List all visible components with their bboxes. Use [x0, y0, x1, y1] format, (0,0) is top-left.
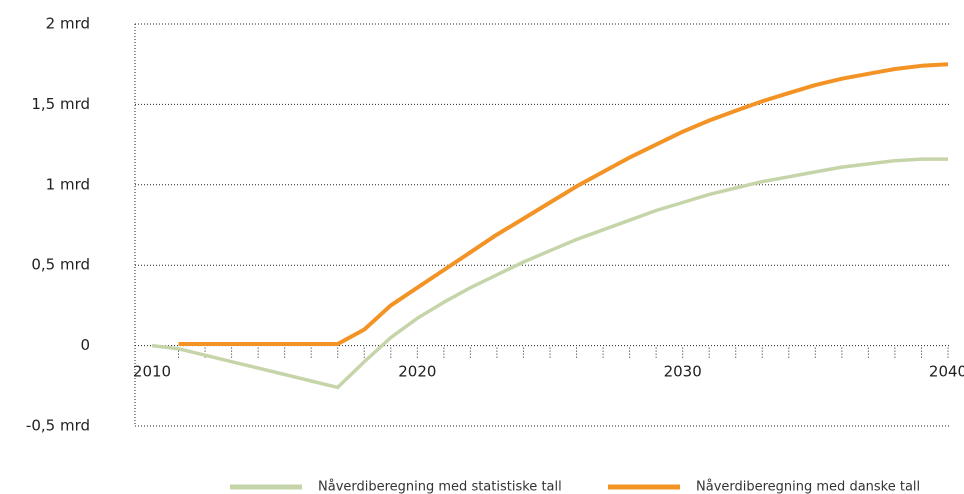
x-tick-label: 2040 [929, 363, 964, 381]
legend-label: Nåverdiberegning med danske tall [696, 480, 920, 494]
series-line [178, 62, 949, 346]
x-tick-label: 2020 [398, 363, 436, 381]
legend: Nåverdiberegning med statistiske tall Nåv… [230, 480, 920, 494]
y-tick-label: -0,5 mrd [26, 417, 90, 435]
legend-label: Nåverdiberegning med statistiske tall [318, 480, 562, 494]
y-tick-label: 1,5 mrd [31, 95, 90, 113]
y-tick-label: 0,5 mrd [31, 256, 90, 274]
y-tick-label: 0 [80, 336, 90, 354]
x-tick-label: 2010 [133, 363, 171, 381]
series-line [151, 157, 948, 390]
x-tick-label: 2030 [664, 363, 702, 381]
y-tick-label: 1 mrd [46, 175, 90, 193]
y-tick-label: 2 mrd [46, 15, 90, 33]
